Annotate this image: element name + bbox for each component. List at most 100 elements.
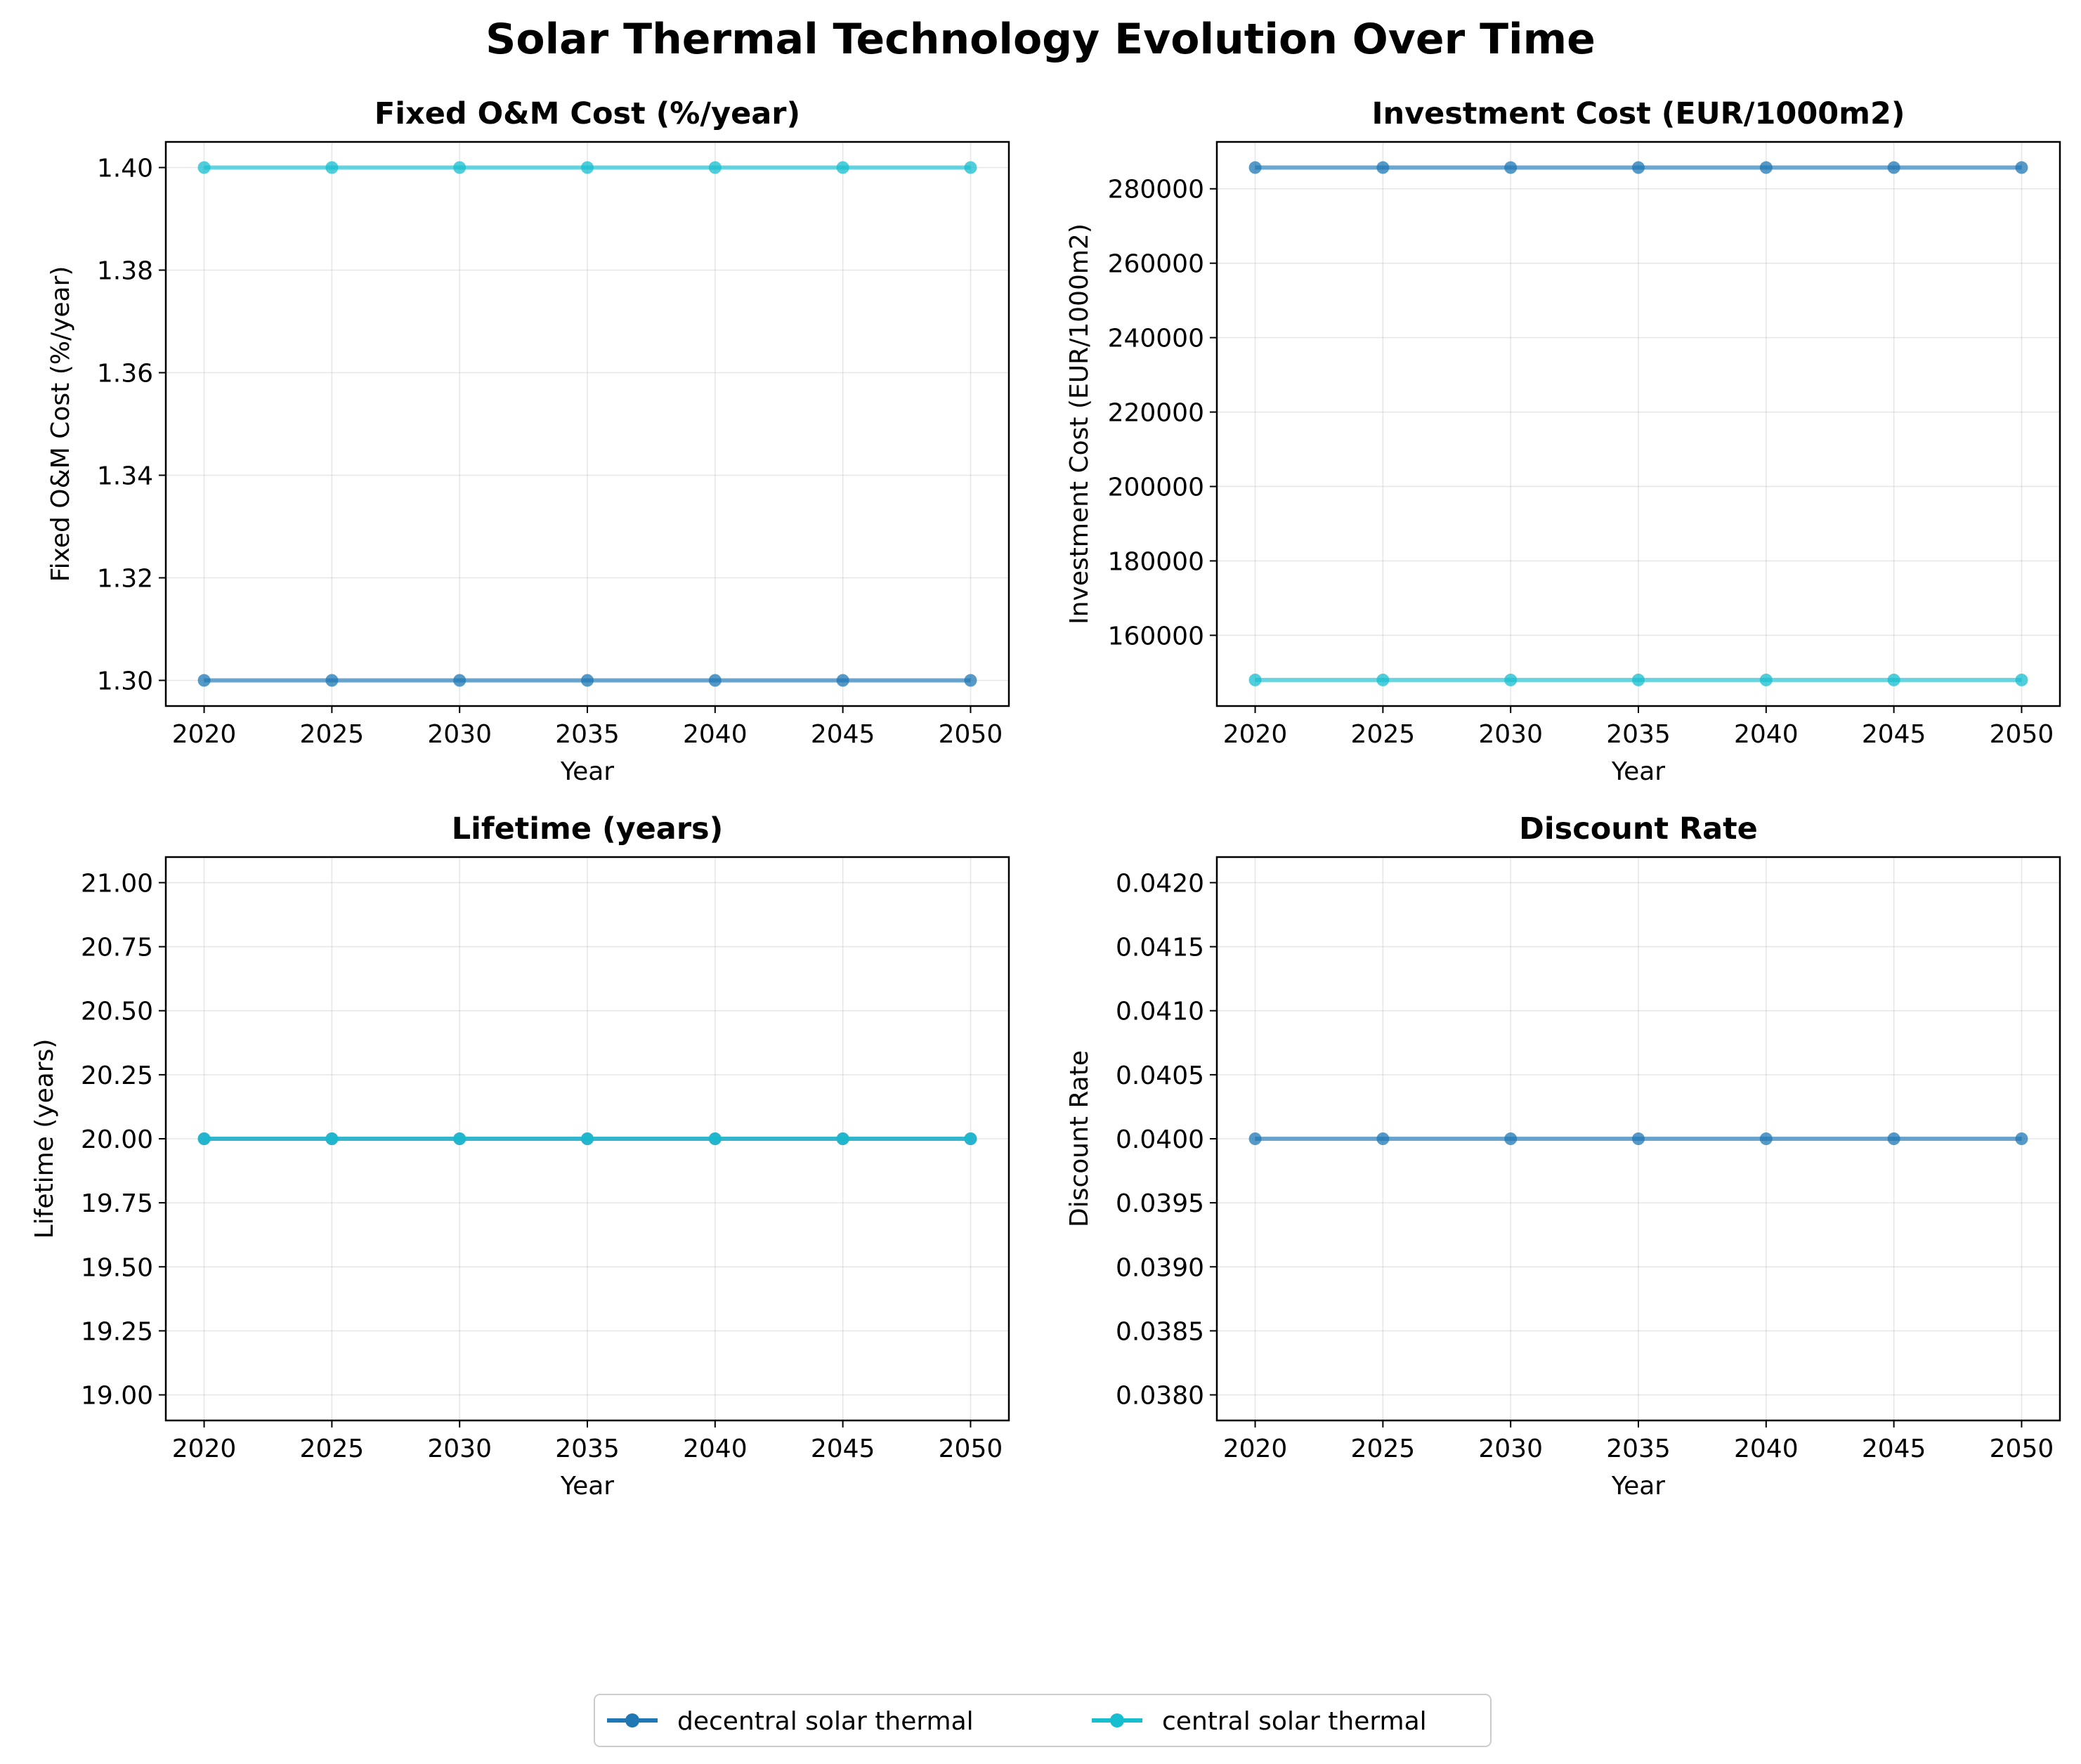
y-tick-label: 0.0395 xyxy=(1116,1189,1204,1218)
y-axis-label: Lifetime (years) xyxy=(30,1039,59,1239)
x-tick-label: 2035 xyxy=(1606,720,1671,749)
x-tick-label: 2020 xyxy=(1223,720,1288,749)
x-tick-label: 2050 xyxy=(939,1435,1003,1463)
data-point xyxy=(325,674,339,687)
x-tick-label: 2045 xyxy=(811,1435,875,1463)
x-tick-label: 2025 xyxy=(1351,720,1416,749)
x-tick-label: 2035 xyxy=(555,720,620,749)
data-point xyxy=(1376,161,1390,174)
data-point xyxy=(964,674,977,687)
y-tick-label: 20.00 xyxy=(81,1125,153,1154)
y-tick-label: 260000 xyxy=(1108,250,1204,279)
data-point xyxy=(197,674,211,687)
y-tick-label: 0.0415 xyxy=(1116,934,1204,962)
y-tick-label: 1.32 xyxy=(97,565,153,594)
y-axis-label: Investment Cost (EUR/1000m2) xyxy=(1065,223,1094,625)
data-point xyxy=(1504,673,1518,686)
x-axis-label: Year xyxy=(1611,757,1665,786)
data-point xyxy=(1504,1132,1518,1145)
x-tick-label: 2025 xyxy=(1351,1435,1416,1463)
y-tick-label: 1.40 xyxy=(97,155,153,183)
x-tick-label: 2045 xyxy=(811,720,875,749)
y-tick-label: 20.75 xyxy=(81,934,153,962)
x-tick-label: 2040 xyxy=(1734,720,1799,749)
y-tick-label: 160000 xyxy=(1108,622,1204,651)
y-tick-label: 19.25 xyxy=(81,1317,153,1346)
data-point xyxy=(836,161,849,174)
x-axis-label: Year xyxy=(1611,1472,1665,1501)
x-tick-label: 2040 xyxy=(683,720,748,749)
y-tick-label: 180000 xyxy=(1108,547,1204,576)
data-point xyxy=(581,161,594,174)
x-tick-label: 2020 xyxy=(172,720,237,749)
data-point xyxy=(325,161,339,174)
data-point xyxy=(1887,1132,1900,1145)
data-point xyxy=(1376,1132,1390,1145)
legend-label: central solar thermal xyxy=(1162,1707,1427,1736)
subplot-title: Lifetime (years) xyxy=(452,811,724,847)
data-point xyxy=(708,674,722,687)
x-tick-label: 2030 xyxy=(1478,720,1543,749)
legend: decentral solar thermal central solar the… xyxy=(594,1694,1492,1747)
data-point xyxy=(1887,673,1900,686)
y-axis-label: Fixed O&M Cost (%/year) xyxy=(46,266,75,582)
data-point xyxy=(1376,673,1390,686)
data-point xyxy=(453,1132,467,1145)
y-tick-label: 19.00 xyxy=(81,1382,153,1411)
data-point xyxy=(2015,1132,2028,1145)
x-tick-label: 2050 xyxy=(939,720,1003,749)
x-tick-label: 2030 xyxy=(427,720,492,749)
x-tick-label: 2040 xyxy=(1734,1435,1799,1463)
data-point xyxy=(1248,673,1262,686)
y-tick-label: 0.0380 xyxy=(1116,1382,1204,1411)
y-tick-label: 220000 xyxy=(1108,399,1204,428)
x-tick-label: 2050 xyxy=(1990,720,2054,749)
subplot-4: 2020 2025 2030 2035 2040 2045 2050 0.0380 0.0385… xyxy=(1065,811,2061,1501)
y-tick-label: 20.25 xyxy=(81,1061,153,1090)
legend-swatch-marker xyxy=(625,1713,639,1727)
y-tick-label: 0.0400 xyxy=(1116,1125,1204,1154)
data-point xyxy=(1887,161,1900,174)
x-tick-label: 2045 xyxy=(1862,720,1926,749)
subplot-title: Discount Rate xyxy=(1519,811,1758,847)
subplot-title: Investment Cost (EUR/1000m2) xyxy=(1371,96,1905,131)
subplot-1: 2020 2025 2030 2035 2040 2045 2050 1.30 1.32 1.34… xyxy=(46,96,1010,786)
data-point xyxy=(1504,161,1518,174)
data-point xyxy=(2015,161,2028,174)
data-point xyxy=(581,674,594,687)
x-tick-label: 2025 xyxy=(300,720,365,749)
y-tick-label: 0.0410 xyxy=(1116,998,1204,1026)
y-tick-label: 21.00 xyxy=(81,869,153,898)
y-tick-label: 0.0385 xyxy=(1116,1317,1204,1346)
x-axis-label: Year xyxy=(560,757,614,786)
y-axis-label: Discount Rate xyxy=(1065,1050,1094,1227)
data-point xyxy=(453,161,467,174)
data-point xyxy=(1248,1132,1262,1145)
data-point xyxy=(197,161,211,174)
figure-title: Solar Thermal Technology Evolution Over … xyxy=(485,15,1596,64)
x-tick-label: 2020 xyxy=(1223,1435,1288,1463)
data-point xyxy=(325,1132,339,1145)
x-tick-label: 2030 xyxy=(427,1435,492,1463)
data-point xyxy=(708,1132,722,1145)
x-tick-label: 2035 xyxy=(555,1435,620,1463)
x-tick-label: 2045 xyxy=(1862,1435,1926,1463)
y-tick-label: 200000 xyxy=(1108,473,1204,502)
y-tick-label: 280000 xyxy=(1108,176,1204,204)
y-tick-label: 1.36 xyxy=(97,360,153,388)
data-point xyxy=(1632,673,1645,686)
data-point xyxy=(708,161,722,174)
data-point xyxy=(836,1132,849,1145)
legend-box xyxy=(594,1694,1492,1747)
x-tick-label: 2050 xyxy=(1990,1435,2054,1463)
data-point xyxy=(2015,673,2028,686)
x-tick-label: 2030 xyxy=(1478,1435,1543,1463)
x-tick-label: 2020 xyxy=(172,1435,237,1463)
data-point xyxy=(453,674,467,687)
y-tick-label: 20.50 xyxy=(81,998,153,1026)
data-point xyxy=(836,674,849,687)
data-point xyxy=(1248,161,1262,174)
y-tick-label: 19.75 xyxy=(81,1189,153,1218)
subplot-title: Fixed O&M Cost (%/year) xyxy=(374,96,800,131)
